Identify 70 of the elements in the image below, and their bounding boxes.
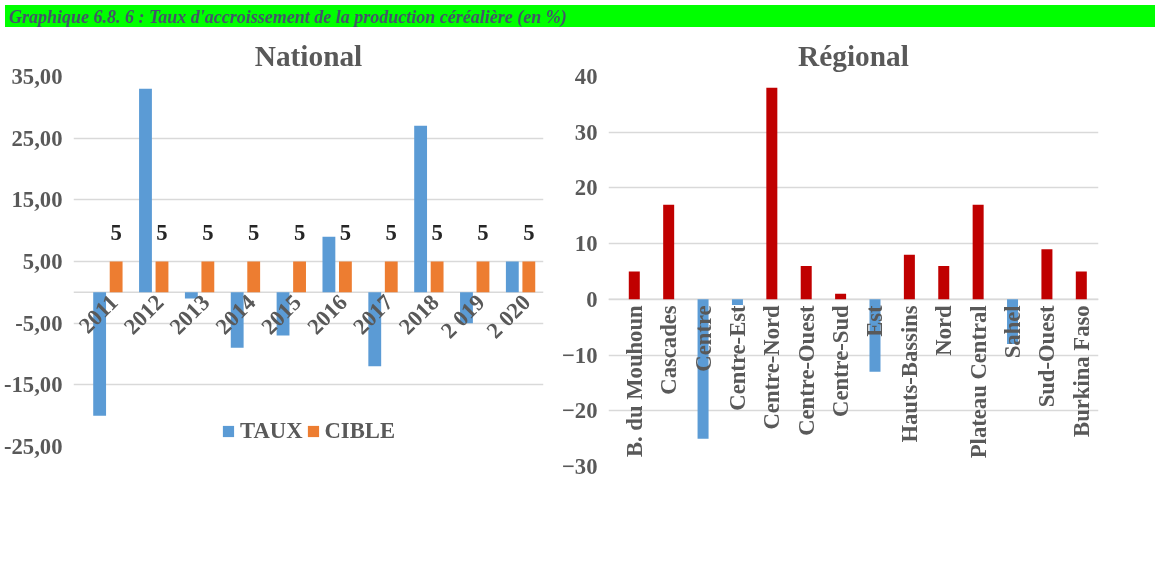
x-tick-label: 2011 — [73, 289, 123, 339]
y-tick-label: 25,00 — [11, 125, 63, 151]
bar — [505, 261, 519, 293]
data-label: 5 — [202, 219, 214, 245]
x-tick-label: Plateau Central — [965, 305, 991, 459]
legend-label: CIBLE — [324, 418, 396, 444]
y-tick-label: 10 — [574, 231, 598, 257]
x-tick-label: Centre — [690, 305, 716, 372]
bar — [293, 261, 306, 293]
data-label: 5 — [248, 219, 260, 245]
text: Graphique 6.8. 6 : Taux d'accroissement de la production céréalière (en %) — [9, 6, 567, 29]
y-tick-label: −20 — [561, 398, 598, 424]
y-tick-label: -15,00 — [3, 372, 63, 398]
bar — [201, 261, 215, 293]
bar — [972, 204, 984, 300]
x-tick-label: B. du Mouhoun — [621, 304, 647, 458]
bar — [414, 125, 428, 293]
bar — [476, 261, 490, 293]
bar — [109, 261, 123, 293]
data-label: 5 — [523, 219, 535, 245]
bar — [155, 261, 169, 293]
data-label: 5 — [339, 219, 352, 245]
bar — [1075, 271, 1087, 300]
data-label: 5 — [156, 219, 168, 245]
bar — [139, 88, 152, 293]
bar — [338, 261, 352, 293]
bar — [247, 261, 261, 293]
x-tick-label: Centre-Sud — [828, 304, 854, 417]
chart-title: National — [254, 39, 363, 72]
bar — [663, 204, 675, 300]
x-tick-label: Cascades — [656, 305, 682, 395]
legend-label: TAUX — [239, 418, 303, 444]
data-label: 5 — [431, 219, 443, 245]
bar — [800, 265, 812, 300]
chart-title: Régional — [798, 39, 909, 72]
x-tick-label: Centre-Nord — [759, 304, 785, 430]
data-label: 5 — [477, 219, 489, 245]
bar — [938, 265, 950, 300]
bar — [522, 261, 536, 293]
bar — [384, 261, 398, 293]
bar — [731, 299, 743, 305]
x-tick-label: Sud-Ouest — [1034, 304, 1060, 408]
bar — [322, 236, 336, 293]
y-tick-label: −30 — [561, 454, 598, 479]
bar — [430, 261, 444, 293]
y-tick-label: 35,00 — [11, 64, 63, 89]
x-tick-label: Burkina Faso — [1068, 305, 1094, 437]
y-tick-label: 5,00 — [22, 249, 63, 274]
data-label: 5 — [110, 219, 122, 245]
bar — [835, 293, 847, 300]
x-tick-label: Sahel — [1000, 305, 1026, 359]
x-tick-label: Hauts-Bassins — [896, 305, 922, 443]
data-label: 5 — [385, 219, 397, 245]
y-tick-label: 0 — [586, 286, 598, 312]
y-tick-label: −10 — [561, 342, 598, 368]
bar — [766, 87, 778, 300]
y-tick-label: -25,00 — [3, 434, 63, 459]
x-tick-label: Centre-Ouest — [793, 304, 819, 436]
bar — [903, 254, 915, 300]
y-tick-label: 40 — [574, 64, 598, 89]
data-label: 5 — [293, 219, 306, 245]
x-tick-label: Centre-Est — [724, 304, 750, 411]
bar — [1041, 249, 1053, 300]
x-tick-label: Est — [862, 304, 888, 337]
y-tick-label: 30 — [574, 119, 598, 145]
x-tick-label: Nord — [931, 304, 957, 356]
y-tick-label: 20 — [574, 175, 598, 201]
bar — [628, 271, 640, 300]
y-tick-label: 15,00 — [11, 187, 63, 213]
y-tick-label: -5,00 — [15, 310, 63, 336]
